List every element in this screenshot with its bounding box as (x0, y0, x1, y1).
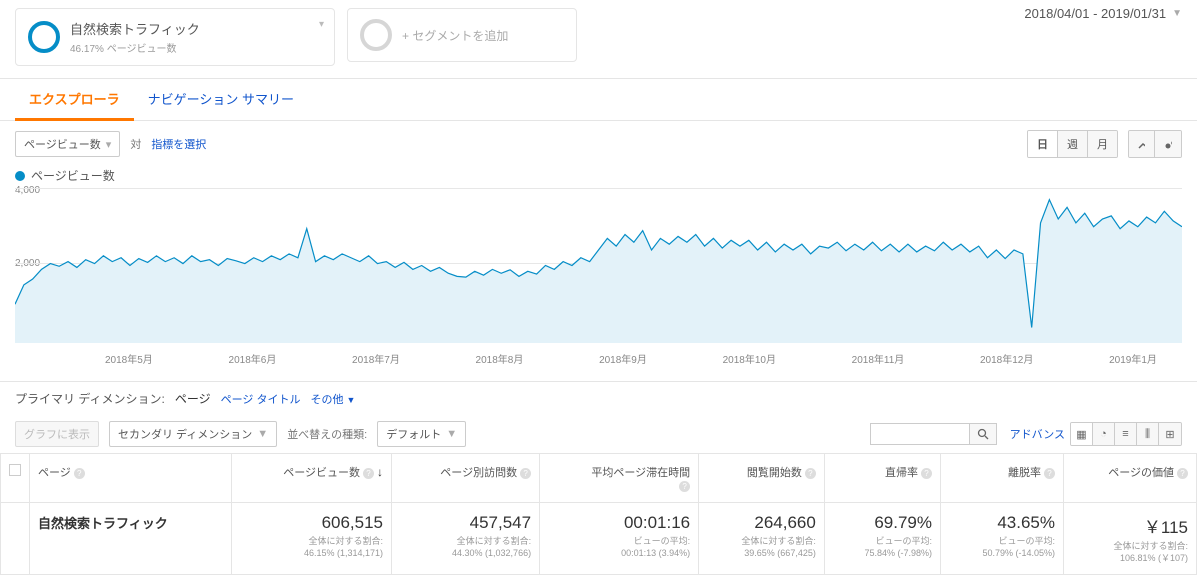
segment-active[interactable]: 自然検索トラフィック 46.17% ページビュー数 ▾ (15, 8, 335, 66)
line-chart-icon[interactable] (1129, 131, 1155, 157)
col-exit[interactable]: 離脱率? (940, 454, 1063, 503)
col-page[interactable]: ページ? (30, 454, 232, 503)
motion-chart-icon[interactable] (1155, 131, 1181, 157)
view-performance-icon[interactable]: ≡ (1115, 423, 1137, 445)
donut-grey-icon (360, 19, 392, 51)
vs-label: 対 (130, 136, 141, 152)
table-row: 自然検索トラフィック 606,515全体に対する割合:46.15% (1,314… (1, 503, 1197, 575)
granularity-month[interactable]: 月 (1088, 131, 1117, 157)
granularity-day[interactable]: 日 (1028, 131, 1058, 157)
select-metric-link[interactable]: 指標を選択 (151, 136, 206, 152)
tab-explorer[interactable]: エクスプローラ (15, 79, 134, 121)
legend-label: ページビュー数 (31, 167, 115, 184)
search-button[interactable] (970, 423, 997, 445)
view-pivot-icon[interactable]: ⊞ (1159, 423, 1181, 445)
date-range-picker[interactable]: 2018/04/01 - 2019/01/31 ▼ (1024, 6, 1182, 21)
segment-add[interactable]: + セグメントを追加 (347, 8, 577, 62)
advanced-link[interactable]: アドバンス (1010, 426, 1065, 442)
legend-dot (15, 171, 25, 181)
col-entrances[interactable]: 閲覧開始数? (699, 454, 825, 503)
x-axis-labels: 2018年5月2018年6月2018年7月2018年8月2018年9月2018年… (15, 351, 1182, 381)
col-bounce[interactable]: 直帰率? (824, 454, 940, 503)
donut-icon (28, 21, 60, 53)
view-table-icon[interactable]: ▦ (1071, 423, 1093, 445)
tab-nav-summary[interactable]: ナビゲーション サマリー (134, 79, 308, 120)
segment-subtitle: 46.17% ページビュー数 (70, 40, 200, 55)
col-value[interactable]: ページの価値? (1064, 454, 1197, 503)
view-mode-group: ▦ ◔ ≡ ⫼ ⊞ (1070, 422, 1182, 446)
chart-type-group (1128, 130, 1182, 158)
view-comparison-icon[interactable]: ⫼ (1137, 423, 1159, 445)
metric-select[interactable]: ページビュー数▾ (15, 131, 120, 157)
primary-dim-other[interactable]: その他 ▼ (310, 391, 355, 407)
chevron-down-icon: ▼ (1172, 8, 1182, 19)
chevron-down-icon: ▾ (319, 19, 324, 30)
secondary-dim-select[interactable]: セカンダリ ディメンション▼ (109, 421, 277, 447)
primary-dim-title[interactable]: ページ タイトル (221, 391, 301, 407)
primary-dim-active[interactable]: ページ (175, 390, 211, 407)
select-all-checkbox[interactable] (1, 454, 30, 503)
view-percent-icon[interactable]: ◔ (1093, 423, 1115, 445)
sort-type-label: 並べ替えの種類: (287, 426, 367, 442)
primary-dim-label: プライマリ ディメンション: (15, 390, 165, 407)
chart: 4,000 2,000 (15, 188, 1182, 343)
date-range-text: 2018/04/01 - 2019/01/31 (1024, 6, 1166, 21)
col-avg-time[interactable]: 平均ページ滞在時間? (540, 454, 699, 503)
granularity-week[interactable]: 週 (1058, 131, 1088, 157)
sort-type-select[interactable]: デフォルト▼ (377, 421, 466, 447)
row-name: 自然検索トラフィック (38, 513, 223, 532)
segment-add-label: + セグメントを追加 (402, 27, 508, 44)
search-input[interactable] (870, 423, 970, 445)
col-unique[interactable]: ページ別訪問数? (392, 454, 540, 503)
plot-rows-button: グラフに表示 (15, 421, 99, 447)
segment-title: 自然検索トラフィック (70, 19, 200, 38)
granularity-group: 日 週 月 (1027, 130, 1118, 158)
col-pageviews[interactable]: ページビュー数?↓ (231, 454, 391, 503)
data-table: ページ? ページビュー数?↓ ページ別訪問数? 平均ページ滞在時間? 閲覧開始数… (0, 453, 1197, 575)
